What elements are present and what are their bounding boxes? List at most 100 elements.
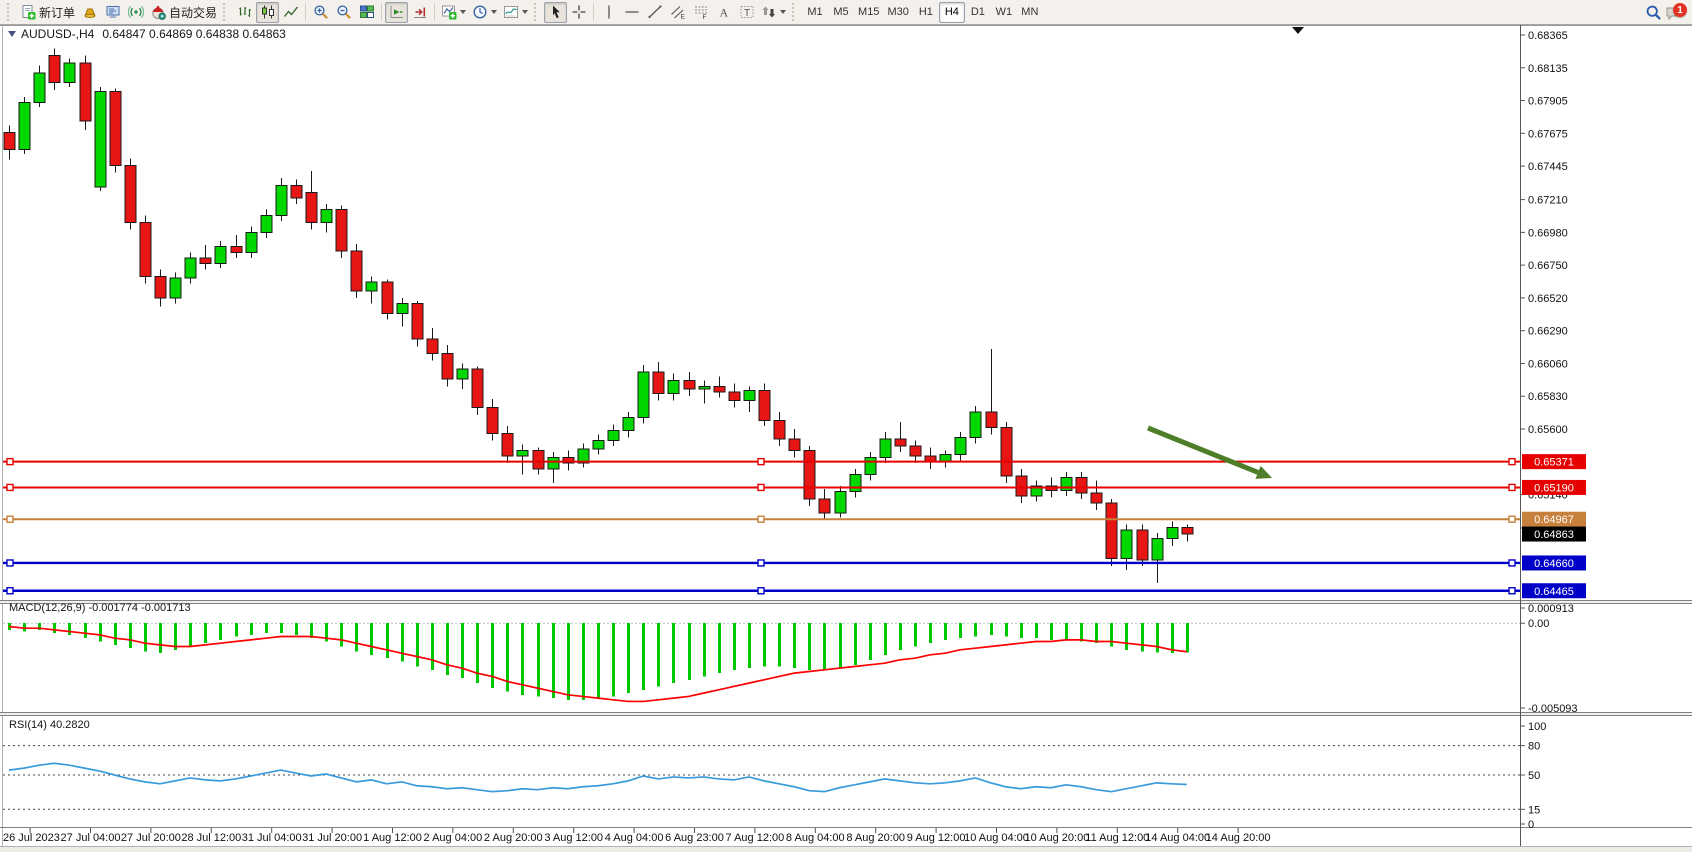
cursor-icon [548, 4, 564, 20]
zoom-out-button[interactable] [332, 2, 355, 23]
toolbar-grip[interactable] [534, 3, 541, 21]
notifications-button[interactable]: 1 [1665, 2, 1688, 22]
svg-text:26 Jul 2023: 26 Jul 2023 [3, 832, 60, 844]
line-handle[interactable] [6, 559, 14, 567]
zoom-in-button[interactable] [309, 2, 332, 23]
chart-shift-button[interactable] [408, 2, 431, 23]
current-price-label[interactable] [1522, 526, 1586, 542]
periods-icon [472, 4, 488, 20]
new-order-button[interactable]: 新订单 [17, 2, 78, 23]
horizontal-line-button[interactable] [620, 2, 643, 23]
toolbar-grip[interactable] [7, 3, 14, 21]
svg-text:0.66980: 0.66980 [1528, 227, 1568, 239]
svg-text:8 Aug 20:00: 8 Aug 20:00 [846, 832, 905, 844]
svg-text:0.64967: 0.64967 [1534, 514, 1574, 526]
equidistant-channel-button[interactable]: E [666, 2, 689, 23]
one-click-trading-toggle-icon[interactable] [8, 31, 16, 37]
text-icon: A [716, 4, 732, 20]
indicators-button[interactable] [438, 2, 469, 23]
timeframe-m15-button[interactable]: M15 [858, 6, 880, 18]
candles-series [3, 48, 1194, 583]
toolbar-separator [305, 3, 307, 21]
metaeditor-button[interactable] [101, 2, 124, 23]
svg-text:31 Jul 04:00: 31 Jul 04:00 [242, 832, 302, 844]
price-label-0.64967[interactable] [1522, 511, 1586, 527]
timeframe-h1-button[interactable]: H1 [918, 6, 933, 18]
text-label-button[interactable]: T [735, 2, 758, 23]
line-handle[interactable] [6, 515, 14, 523]
timeframe-w1-button[interactable]: W1 [995, 6, 1013, 18]
line-handle[interactable] [757, 515, 765, 523]
candlestick-chart-button[interactable] [256, 1, 280, 23]
crosshair-button[interactable] [567, 2, 590, 23]
trend-arrow-head [1255, 465, 1272, 479]
svg-text:100: 100 [1528, 721, 1546, 733]
line-handle[interactable] [757, 457, 765, 466]
svg-text:3 Aug 12:00: 3 Aug 12:00 [544, 832, 603, 844]
trendline-button[interactable] [643, 2, 666, 23]
periods-button[interactable] [469, 2, 500, 23]
tile-windows-button[interactable] [355, 2, 378, 23]
price-label-0.64660[interactable] [1522, 555, 1586, 571]
cursor-button[interactable] [544, 1, 568, 23]
svg-text:0.65371: 0.65371 [1534, 457, 1574, 469]
line-handle[interactable] [6, 483, 14, 492]
line-chart-button[interactable] [279, 2, 302, 23]
svg-text:8 Aug 04:00: 8 Aug 04:00 [786, 832, 845, 844]
line-handle[interactable] [1508, 587, 1516, 595]
svg-text:4 Aug 04:00: 4 Aug 04:00 [605, 832, 664, 844]
svg-text:2 Aug 20:00: 2 Aug 20:00 [484, 832, 543, 844]
market-watch-button[interactable] [78, 2, 101, 23]
zoom-in-icon [313, 4, 329, 20]
rsi-line [8, 762, 1187, 793]
bar-chart-button[interactable] [233, 2, 256, 23]
line-handle[interactable] [1508, 457, 1516, 466]
svg-text:E: E [680, 14, 685, 21]
svg-text:0.00: 0.00 [1528, 618, 1549, 630]
new-order-label: 新订单 [39, 5, 76, 20]
timeframe-mn-button[interactable]: MN [1021, 6, 1039, 18]
main-toolbar: 新订单 自动交易 [0, 0, 1692, 25]
timeframe-m1-button[interactable]: M1 [807, 6, 823, 18]
line-handle[interactable] [757, 483, 765, 492]
toolbar-grip[interactable] [792, 3, 799, 21]
line-handle[interactable] [6, 587, 14, 595]
timeframe-m30-button[interactable]: M30 [887, 6, 909, 18]
notification-count-badge: 1 [1673, 3, 1687, 17]
price-label-0.64465[interactable] [1522, 583, 1586, 599]
ohlc-values-label: 0.64847 0.64869 0.64838 0.64863 [102, 27, 286, 41]
macd-histogram [8, 623, 1189, 700]
metaeditor-icon [105, 4, 121, 20]
indicators-icon [441, 4, 457, 20]
line-handle[interactable] [1508, 515, 1516, 523]
arrows-button[interactable] [758, 2, 789, 23]
chevron-down-icon [522, 10, 529, 14]
price-label-0.65371[interactable] [1522, 454, 1586, 470]
line-handle[interactable] [757, 559, 765, 567]
svg-text:0.67675: 0.67675 [1528, 128, 1568, 140]
line-handle[interactable] [757, 587, 765, 595]
toolbar-grip[interactable] [223, 3, 230, 21]
svg-text:0.67210: 0.67210 [1528, 195, 1568, 207]
fibonacci-button[interactable]: F [689, 2, 712, 23]
timeframe-d1-button[interactable]: D1 [970, 6, 985, 18]
auto-scroll-button[interactable] [385, 1, 409, 23]
line-handle[interactable] [6, 457, 14, 466]
price-label-0.65190[interactable] [1522, 479, 1586, 495]
svg-text:F: F [702, 14, 706, 20]
vertical-line-button[interactable] [597, 2, 620, 23]
timeframe-h4-button[interactable]: H4 [938, 1, 965, 23]
autotrading-button[interactable]: 自动交易 [147, 2, 220, 23]
line-handle[interactable] [1508, 483, 1516, 492]
trend-arrow-annotation[interactable] [1147, 425, 1260, 475]
text-button[interactable]: A [712, 2, 735, 23]
search-button[interactable] [1642, 2, 1665, 23]
chart-shift-marker[interactable] [1292, 27, 1304, 34]
templates-button[interactable] [500, 2, 531, 23]
trendline-icon [647, 4, 663, 20]
signals-button[interactable] [124, 2, 147, 23]
chevron-down-icon [491, 10, 498, 14]
timeframe-m5-button[interactable]: M5 [833, 6, 849, 18]
line-handle[interactable] [1508, 559, 1516, 567]
